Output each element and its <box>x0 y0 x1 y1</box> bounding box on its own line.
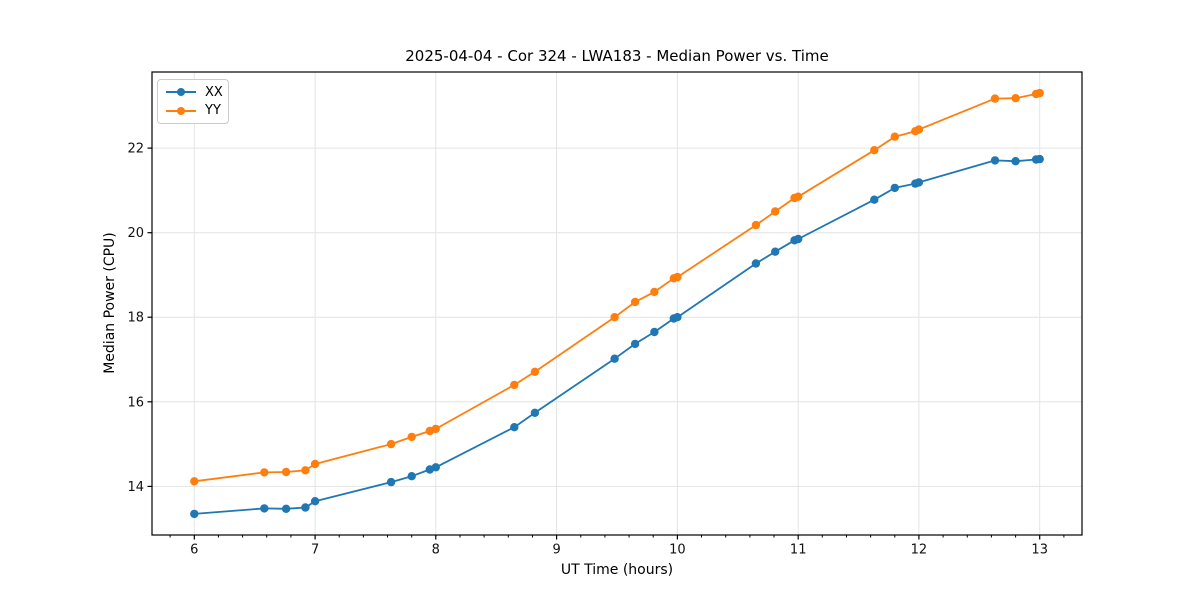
series-XX-marker <box>1035 154 1044 164</box>
series-XX-marker <box>673 313 682 322</box>
legend-line-marker-icon <box>166 87 196 97</box>
legend-item-yy: YY <box>166 102 221 121</box>
y-tick-label: 18 <box>127 311 144 326</box>
y-tick-label: 20 <box>127 226 144 241</box>
series-XX-marker <box>914 178 924 187</box>
legend-item-xx: XX <box>166 83 223 102</box>
series-XX-marker <box>510 423 519 432</box>
series-XX-marker <box>386 477 396 487</box>
series-YY-marker <box>510 380 519 390</box>
series-XX-marker <box>407 472 416 481</box>
legend-label-xx: XX <box>205 84 223 100</box>
series-XX-marker <box>630 339 640 349</box>
x-tick-label: 9 <box>552 543 560 558</box>
series-XX-marker <box>301 503 310 512</box>
y-tick-label: 16 <box>127 395 144 410</box>
series-XX-marker <box>431 463 440 472</box>
x-tick-label: 6 <box>190 543 198 558</box>
series-XX-marker <box>650 327 659 337</box>
series-XX-line <box>193 158 1041 515</box>
x-tick-label: 13 <box>1031 543 1048 558</box>
series-YY-marker <box>771 207 780 216</box>
series-YY-marker <box>301 466 310 475</box>
x-tick-label: 8 <box>432 543 440 558</box>
series-XX-marker <box>281 504 291 513</box>
series-YY-marker <box>260 468 269 477</box>
y-tick-label: 22 <box>127 142 144 157</box>
series-YY-marker <box>870 146 879 155</box>
series-YY-marker <box>610 313 619 322</box>
series-YY-marker <box>530 367 540 376</box>
series-XX-marker <box>771 247 780 256</box>
series-YY-marker <box>794 192 803 201</box>
series-YY-line <box>193 92 1041 483</box>
legend-label-yy: YY <box>205 103 221 119</box>
x-tick-label: 12 <box>911 543 928 558</box>
series-YY-marker <box>751 220 761 230</box>
series-XX-marker <box>794 234 803 244</box>
series-XX-marker <box>990 156 1000 165</box>
series-YY-marker <box>990 94 1000 103</box>
series-YY-marker <box>1011 94 1020 103</box>
series-XX-marker <box>870 195 879 204</box>
legend: XX YY <box>157 79 229 124</box>
series-YY-marker <box>310 459 320 469</box>
series-YY-marker <box>630 297 640 307</box>
y-axis-label: Median Power (CPU) <box>102 232 118 374</box>
y-tick-label: 14 <box>127 480 144 495</box>
series-XX-marker <box>610 354 619 363</box>
x-tick-label: 10 <box>669 543 686 558</box>
series-YY-marker <box>431 424 440 434</box>
series-YY-marker <box>407 432 416 442</box>
series-YY-marker <box>386 439 396 449</box>
series-YY-marker <box>673 272 682 282</box>
series-YY-marker <box>890 132 899 141</box>
series-YY-marker <box>281 467 291 477</box>
series-YY-marker <box>650 287 659 297</box>
series-XX-marker <box>310 497 320 506</box>
series-YY-marker <box>914 125 924 134</box>
x-tick-label: 7 <box>311 543 319 558</box>
series-XX-marker <box>190 509 199 519</box>
series-XX-marker <box>260 504 269 513</box>
series-YY-marker <box>190 477 199 486</box>
series-XX-marker <box>1011 157 1020 166</box>
x-axis-label: UT Time (hours) <box>560 562 674 578</box>
series-XX-marker <box>890 183 899 193</box>
legend-line-marker-icon <box>166 106 196 116</box>
axes-frame <box>151 71 1083 536</box>
series-YY-marker <box>1035 88 1044 98</box>
series-XX-marker <box>530 408 540 417</box>
x-tick-label: 11 <box>790 543 807 558</box>
series-XX-marker <box>751 259 761 268</box>
chart-title: 2025-04-04 - Cor 324 - LWA183 - Median P… <box>405 47 829 65</box>
